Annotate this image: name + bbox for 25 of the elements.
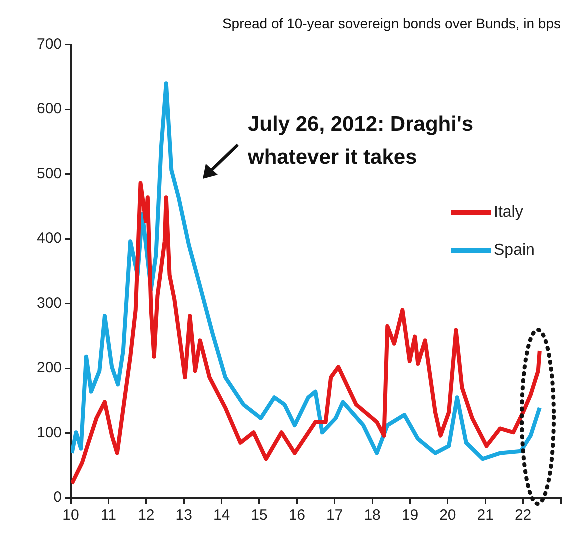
y-tick-label: 400 <box>36 230 62 248</box>
x-tick-label: 22 <box>514 507 532 524</box>
legend-label: Italy <box>494 204 524 221</box>
x-tick-label: 12 <box>138 507 155 524</box>
x-tick-label: 13 <box>176 507 192 524</box>
x-tick-label: 14 <box>213 507 230 524</box>
annotation: July 26, 2012: Draghi's whatever it takes <box>248 112 475 171</box>
x-tick-label: 15 <box>251 507 268 524</box>
y-tick-label: 200 <box>36 360 62 377</box>
chart-title: Spread of 10-year sovereign bonds over Bunds, in bps <box>222 15 561 32</box>
y-tick-label: 700 <box>36 36 62 53</box>
x-tick-label: 10 <box>62 507 80 524</box>
x-tick-label: 21 <box>477 507 494 524</box>
x-tick-label: 18 <box>364 507 381 524</box>
y-tick-label: 500 <box>36 165 62 182</box>
legend-label: Spain <box>494 242 535 259</box>
x-tick-label: 20 <box>440 507 456 524</box>
y-tick-label: 600 <box>36 100 62 118</box>
x-tick-label: 19 <box>402 507 419 524</box>
y-tick-label: 100 <box>36 424 62 442</box>
x-tick-label: 11 <box>100 507 117 524</box>
x-tick-label: 16 <box>288 507 306 524</box>
y-tick-label: 300 <box>36 294 62 312</box>
x-tick-label: 17 <box>326 507 344 524</box>
y-tick-label: 0 <box>54 489 62 506</box>
